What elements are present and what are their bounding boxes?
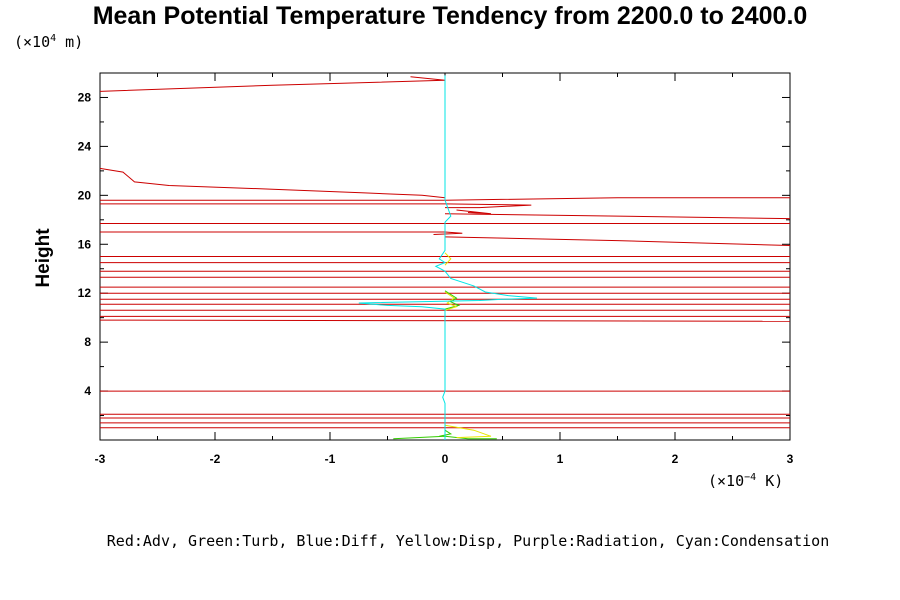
y-axis-units: (×104 m) <box>14 33 83 51</box>
x-axis-units: (×10−4 K) <box>708 472 783 490</box>
series-turb-line-2 <box>444 290 461 310</box>
series-adv-line-3 <box>100 203 532 209</box>
x-tick-label: 2 <box>672 452 679 466</box>
y-tick-label: 16 <box>78 237 92 251</box>
y-tick-label: 8 <box>84 335 91 349</box>
x-units-suffix: K) <box>756 472 784 490</box>
series-yellow-line-2 <box>444 424 492 439</box>
series-adv-line-1 <box>99 167 446 199</box>
x-tick-label: 0 <box>442 452 449 466</box>
y-tick-label: 28 <box>78 90 92 104</box>
series-group <box>99 75 791 440</box>
y-tick-labels: 4 8 12 16 20 24 28 <box>78 90 92 398</box>
series-turb-line-1 <box>439 429 453 437</box>
y-tick-label: 24 <box>78 139 92 153</box>
y-units-suffix: m) <box>56 33 84 51</box>
series-adv-line-0 <box>99 76 446 92</box>
x-tick-label: -2 <box>210 452 221 466</box>
chart-title: Mean Potential Temperature Tendency from… <box>92 2 808 30</box>
series-adv-line-8 <box>444 236 791 246</box>
series-condensation-line-0 <box>358 75 538 440</box>
x-tick-label: 3 <box>787 452 794 466</box>
x-tick-label: 1 <box>557 452 564 466</box>
x-tick-labels: -3 -2 -1 0 1 2 3 <box>95 452 794 466</box>
series-condensation <box>358 75 538 440</box>
series-yellow-line-1 <box>444 291 458 311</box>
x-tick-label: -1 <box>325 452 336 466</box>
series-yellow <box>444 252 492 439</box>
legend: Red:Adv, Green:Turb, Blue:Diff, Yellow:D… <box>106 532 830 550</box>
x-units-prefix: (×10 <box>708 472 745 490</box>
series-adv-line-7 <box>100 231 463 235</box>
series-adv-line-4 <box>456 209 492 215</box>
series-yellow-line-0 <box>444 252 452 266</box>
y-units-prefix: (×10 <box>14 33 51 51</box>
y-tick-label: 20 <box>78 188 92 202</box>
y-units-exponent: 4 <box>50 33 57 44</box>
y-tick-label: 12 <box>78 286 92 300</box>
series-adv-line-5 <box>444 213 791 220</box>
x-tick-label: -3 <box>95 452 106 466</box>
x-units-exponent: −4 <box>744 472 757 483</box>
y-tick-label: 4 <box>84 384 91 398</box>
